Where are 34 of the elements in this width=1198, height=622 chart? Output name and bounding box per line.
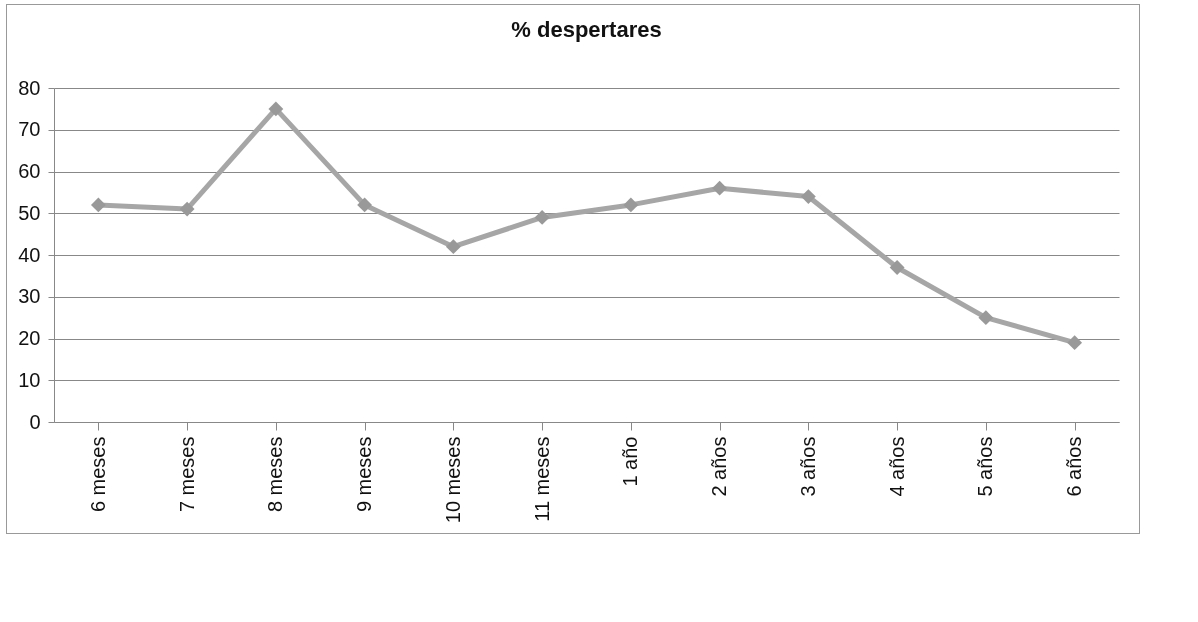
x-tick-label: 9 meses [353,436,376,513]
y-tick-label: 60 [18,160,41,182]
y-tick-label: 80 [18,76,41,99]
y-tick-label: 70 [18,118,41,141]
chart-title: % despertares [511,17,662,42]
x-tick-label: 2 años [708,436,731,497]
point [978,310,994,326]
x-tick-label: 6 meses [86,436,109,513]
point [800,189,816,204]
point [1067,335,1083,351]
y-tick-label: 0 [29,410,41,433]
y-tick-label: 50 [18,201,41,224]
y-tick-label: 20 [18,327,41,349]
point [889,260,905,275]
point [268,101,284,117]
point [445,239,461,255]
point [90,197,106,213]
x-tick-label: 3 años [796,436,819,497]
point [623,197,639,213]
x-tick-label: 4 años [885,436,908,497]
x-tick-label: 1 año [619,436,642,487]
x-tick-label: 5 años [974,436,997,497]
y-tick-label: 10 [18,368,41,391]
x-tick-label: 8 meses [264,436,287,513]
point [534,210,550,225]
point [712,180,728,196]
point [179,201,195,217]
x-tick-label: 6 años [1063,436,1086,497]
y-tick-label: 40 [18,243,41,266]
x-tick-label: 11 meses [530,436,553,522]
point [357,197,373,213]
x-tick-label: 10 meses [441,436,464,524]
x-tick-label: 7 meses [175,436,198,513]
y-tick-label: 30 [18,285,41,308]
